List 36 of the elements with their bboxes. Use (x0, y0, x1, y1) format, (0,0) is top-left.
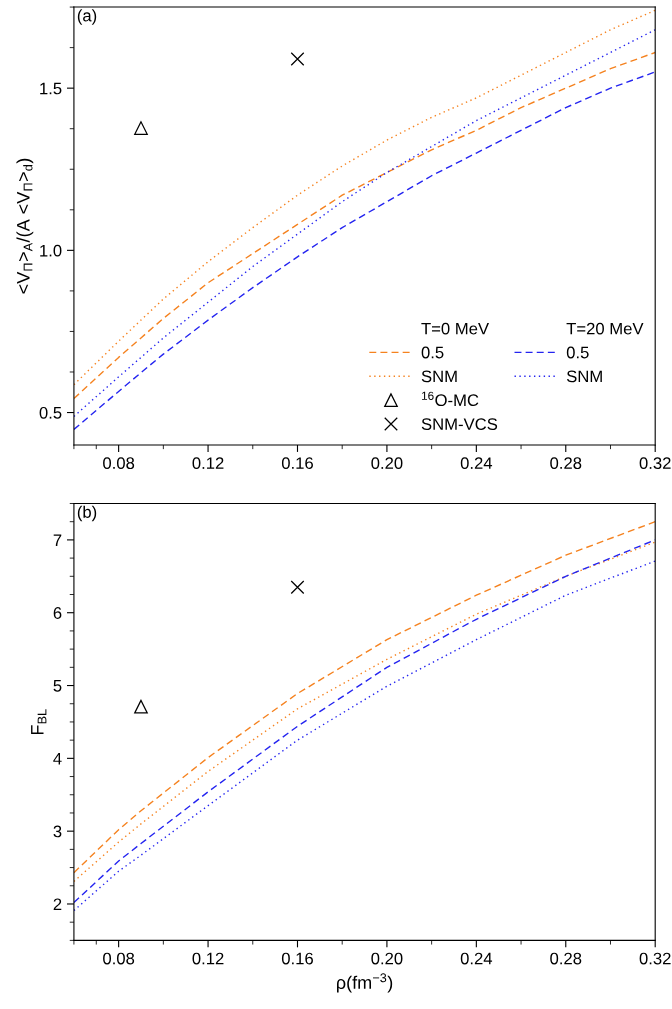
x-tick-label: 0.08 (103, 952, 135, 965)
legend-label: SNM (566, 370, 602, 383)
x-tick-label: 0.32 (639, 457, 671, 470)
x-tick-label: 0.28 (550, 952, 582, 965)
legend-label: 0.5 (566, 346, 589, 359)
x-tick-label: 0.24 (460, 457, 493, 470)
x-tick-label: 0.32 (639, 952, 671, 965)
y-tick-label: 4 (53, 752, 62, 765)
y-tick-label: 2 (53, 898, 62, 911)
legend-label: SNM (421, 370, 457, 383)
y-tick-label: 3 (53, 825, 62, 838)
y-tick-label: 6 (53, 607, 62, 619)
x-tick-label: 0.12 (192, 457, 224, 470)
y-axis-title: F$_{BL}$ (31, 709, 47, 735)
y-tick-label: 0.5 (39, 406, 62, 419)
y-tick-label: 1.5 (40, 82, 62, 95)
text: <V$_{Π}$>$_{A}$/(A <V$_{Π}$>$_{d}$) (16, 158, 34, 294)
x-tick-label: 0.20 (371, 952, 403, 965)
annotation: (a) (77, 9, 97, 25)
x-tick-label: 0.24 (460, 952, 493, 965)
x-tick-label: 0.28 (550, 457, 582, 470)
legend-label: SNM-VCS (421, 418, 498, 431)
y-tick-label: 7 (53, 534, 62, 546)
x-tick-label: 0.20 (371, 457, 403, 470)
annotation: T=0 MeV (421, 322, 489, 335)
x-tick-label: 0.12 (192, 952, 224, 965)
x-tick-label: 0.16 (281, 952, 313, 965)
y-tick-label: 1.0 (40, 244, 62, 257)
legend-label: $^{16}$O-MC (422, 391, 479, 407)
x-tick-label: 0.16 (281, 457, 313, 470)
x-tick-label: 0.08 (103, 457, 135, 470)
annotation: T=20 MeV (566, 322, 644, 335)
y-tick-label: 5 (53, 680, 62, 692)
annotation: (b) (77, 505, 97, 522)
legend-label: 0.5 (421, 346, 444, 359)
x-axis-title: ρ(fm$^{−3}$) (337, 973, 393, 993)
